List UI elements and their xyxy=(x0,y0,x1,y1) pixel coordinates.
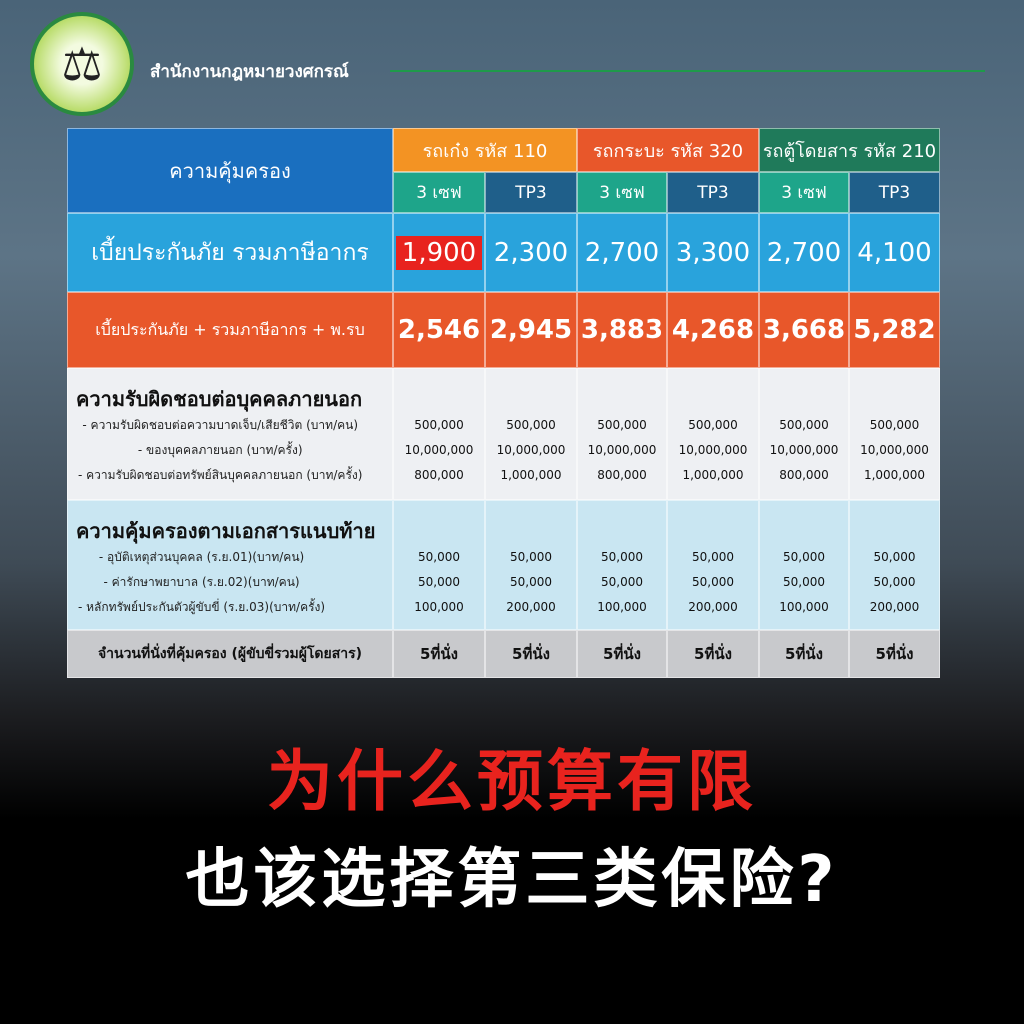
plan-header: TP3 xyxy=(849,172,940,213)
plan-header: TP3 xyxy=(485,172,577,213)
vehicle-header: รถเก๋ง รหัส 110 xyxy=(393,128,577,172)
premium-cmi-value: 5,282 xyxy=(849,292,940,368)
coverage-value: 50,000 xyxy=(601,575,643,589)
coverage-value: 500,000 xyxy=(869,418,920,432)
coverage-value: 800,000 xyxy=(414,468,464,482)
coverage-item: - ความรับผิดชอบต่อทรัพย์สินบุคคลภายนอก (… xyxy=(78,468,363,482)
brand-name: สำนักงานกฎหมายวงศกรณ์ xyxy=(150,62,349,82)
headline-line2: 也该选择第三类保险? xyxy=(185,843,839,917)
coverage-item: - ความรับผิดชอบต่อความบาดเจ็บ/เสียชีวิต … xyxy=(82,418,359,432)
plan-header: 3 เซฟ xyxy=(393,172,485,213)
coverage-value: 100,000 xyxy=(779,600,829,614)
premium-cmi-value: 3,668 xyxy=(759,292,849,368)
coverage-value: 500,000 xyxy=(414,418,464,432)
value-cell: 50,000 50,000 100,000 xyxy=(393,500,485,630)
endorsement-section: ความคุ้มครองตามเอกสารแนบท้าย - อุบัติเหตุ… xyxy=(67,500,393,630)
vehicle-header: รถกระบะ รหัส 320 xyxy=(577,128,759,172)
seats-value: 5ที่นั่ง xyxy=(667,630,759,678)
coverage-value: 200,000 xyxy=(688,600,738,614)
value-cell: 500,000 10,000,000 800,000 xyxy=(577,368,667,500)
coverage-value: 50,000 xyxy=(873,550,916,564)
divider xyxy=(390,70,985,72)
plan-header: 3 เซฟ xyxy=(577,172,667,213)
coverage-value: 1,000,000 xyxy=(863,468,926,482)
coverage-value: 500,000 xyxy=(688,418,738,432)
coverage-value: 50,000 xyxy=(418,550,460,564)
coverage-value: 50,000 xyxy=(873,575,916,589)
coverage-value: 800,000 xyxy=(779,468,829,482)
headline-line1: 为什么预算有限 xyxy=(267,743,757,820)
coverage-value: 500,000 xyxy=(506,418,556,432)
coverage-value: 1,000,000 xyxy=(682,468,744,482)
coverage-value: 50,000 xyxy=(510,575,552,589)
coverage-item: - อุบัติเหตุส่วนบุคคล (ร.ย.01)(บาท/คน) xyxy=(98,550,305,564)
coverage-value: 10,000,000 xyxy=(587,443,657,457)
seats-label: จำนวนที่นั่งที่คุ้มครอง (ผู้ขับขี่รวมผู้… xyxy=(67,630,393,678)
coverage-value: 50,000 xyxy=(418,575,460,589)
premium-cmi-label: เบี้ยประกันภัย + รวมภาษีอากร + พ.รบ xyxy=(67,292,393,368)
value-cell: 500,000 10,000,000 800,000 xyxy=(393,368,485,500)
coverage-value: 10,000,000 xyxy=(496,443,566,457)
coverage-value: 500,000 xyxy=(779,418,829,432)
third-party-section: ความรับผิดชอบต่อบุคคลภายนอก - ความรับผิดช… xyxy=(67,368,393,500)
value-cell: 50,000 50,000 200,000 xyxy=(667,500,759,630)
coverage-value: 500,000 xyxy=(597,418,647,432)
premium-value: 4,100 xyxy=(849,213,940,292)
highlighted-premium: 1,900 xyxy=(395,235,483,270)
premium-cmi-value: 2,945 xyxy=(485,292,577,368)
premium-cmi-value: 2,546 xyxy=(393,292,485,368)
coverage-value: 10,000,000 xyxy=(860,443,929,457)
seats-value: 5ที่นั่ง xyxy=(577,630,667,678)
coverage-value: 50,000 xyxy=(510,550,552,564)
premium-value: 1,900 xyxy=(393,213,485,292)
section-title: ความคุ้มครองตามเอกสารแนบท้าย xyxy=(76,519,376,543)
vehicle-header: รถตู้โดยสาร รหัส 210 xyxy=(759,128,940,172)
seats-value: 5ที่นั่ง xyxy=(849,630,940,678)
coverage-value: 100,000 xyxy=(414,600,464,614)
premium-value: 2,700 xyxy=(577,213,667,292)
value-cell: 500,000 10,000,000 1,000,000 xyxy=(667,368,759,500)
coverage-value: 800,000 xyxy=(597,468,647,482)
value-cell: 50,000 50,000 200,000 xyxy=(485,500,577,630)
premium-label: เบี้ยประกันภัย รวมภาษีอากร xyxy=(67,213,393,292)
coverage-header: ความคุ้มครอง xyxy=(67,128,393,213)
insurance-comparison-table: ความคุ้มครอง รถเก๋ง รหัส 110 รถกระบะ รหัส … xyxy=(67,128,940,678)
section-title: ความรับผิดชอบต่อบุคคลภายนอก xyxy=(76,387,363,411)
coverage-value: 50,000 xyxy=(692,550,734,564)
coverage-item: - ของบุคคลภายนอก (บาท/ครั้ง) xyxy=(137,443,303,457)
seats-value: 5ที่นั่ง xyxy=(393,630,485,678)
seats-value: 5ที่นั่ง xyxy=(485,630,577,678)
value-cell: 50,000 50,000 100,000 xyxy=(759,500,849,630)
value-cell: 500,000 10,000,000 1,000,000 xyxy=(485,368,577,500)
coverage-value: 50,000 xyxy=(783,550,825,564)
coverage-value: 200,000 xyxy=(869,600,920,614)
seats-value: 5ที่นั่ง xyxy=(759,630,849,678)
coverage-value: 50,000 xyxy=(601,550,643,564)
value-cell: 50,000 50,000 200,000 xyxy=(849,500,940,630)
coverage-item: - หลักทรัพย์ประกันตัวผู้ขับขี่ (ร.ย.03)(… xyxy=(78,600,326,614)
value-cell: 500,000 10,000,000 1,000,000 xyxy=(849,368,940,500)
law-office-logo: ⚖ xyxy=(30,12,134,116)
coverage-value: 100,000 xyxy=(597,600,647,614)
premium-value: 2,300 xyxy=(485,213,577,292)
plan-header: 3 เซฟ xyxy=(759,172,849,213)
coverage-value: 200,000 xyxy=(506,600,556,614)
premium-value: 3,300 xyxy=(667,213,759,292)
coverage-value: 10,000,000 xyxy=(404,443,474,457)
plan-header: TP3 xyxy=(667,172,759,213)
value-cell: 50,000 50,000 100,000 xyxy=(577,500,667,630)
premium-cmi-value: 4,268 xyxy=(667,292,759,368)
coverage-value: 50,000 xyxy=(692,575,734,589)
coverage-item: - ค่ารักษาพยาบาล (ร.ย.02)(บาท/คน) xyxy=(103,575,300,589)
premium-cmi-value: 3,883 xyxy=(577,292,667,368)
coverage-value: 10,000,000 xyxy=(769,443,839,457)
value-cell: 500,000 10,000,000 800,000 xyxy=(759,368,849,500)
coverage-value: 50,000 xyxy=(783,575,825,589)
coverage-value: 1,000,000 xyxy=(500,468,562,482)
coverage-value: 10,000,000 xyxy=(678,443,748,457)
premium-value: 2,700 xyxy=(759,213,849,292)
